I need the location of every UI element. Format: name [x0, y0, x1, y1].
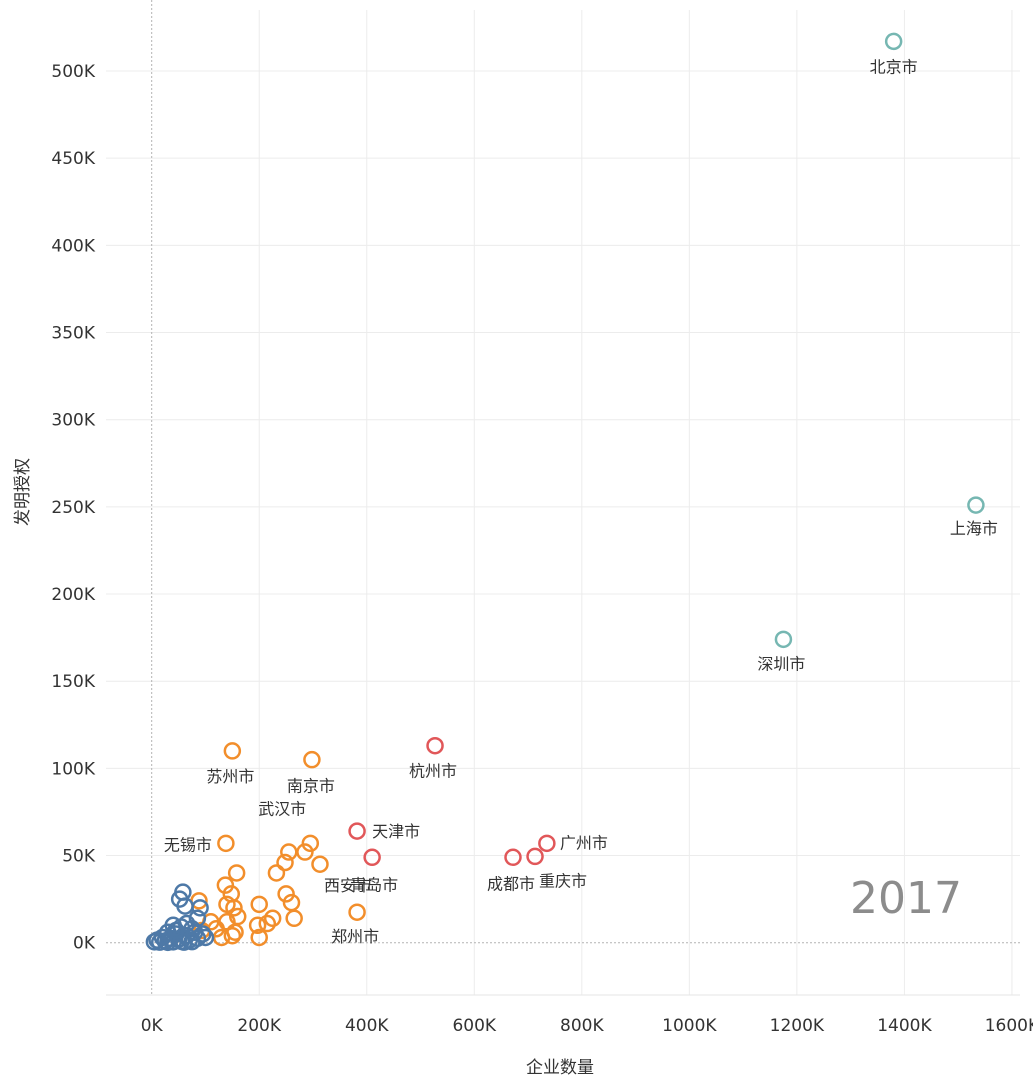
- y-tick-label: 400K: [51, 236, 95, 256]
- data-point[interactable]: [504, 848, 522, 867]
- point-label: 郑州市: [331, 927, 379, 946]
- data-point[interactable]: [151, 933, 169, 951]
- point-label: 杭州市: [409, 762, 457, 781]
- data-point[interactable]: [217, 834, 235, 853]
- point-label: 北京市: [870, 57, 918, 76]
- data-point[interactable]: [175, 933, 193, 951]
- point-label: 上海市: [950, 519, 998, 538]
- point-label: 天津市: [372, 822, 420, 841]
- data-point[interactable]: [145, 933, 164, 951]
- point-label: 重庆市: [539, 871, 587, 890]
- data-point[interactable]: [774, 630, 793, 649]
- x-tick-label: 400K: [345, 1016, 389, 1036]
- grid-lines: [106, 10, 1020, 996]
- y-axis-title: 发明授权: [13, 458, 33, 526]
- y-tick-label: 250K: [51, 498, 95, 518]
- point-label: 广州市: [560, 833, 608, 852]
- x-tick-label: 1200K: [770, 1016, 825, 1036]
- data-point[interactable]: [223, 742, 242, 760]
- y-axis: 0K 50K 100K 150K 200K 250K 300K 350K 400K 450K 500…: [51, 62, 95, 954]
- data-point[interactable]: [426, 736, 444, 755]
- data-point[interactable]: [296, 843, 314, 861]
- x-tick-label: 800K: [560, 1016, 604, 1036]
- data-point[interactable]: [248, 916, 267, 935]
- data-point[interactable]: [223, 926, 242, 945]
- x-tick-label: 600K: [452, 1016, 496, 1036]
- data-point[interactable]: [191, 899, 209, 917]
- data-point[interactable]: [196, 928, 215, 947]
- point-label: 青岛市: [350, 875, 398, 894]
- point-label: 苏州市: [206, 767, 254, 786]
- x-axis: 0K 200K 400K 600K 800K 1000K 1200K 1400K 1600K: [141, 1016, 1033, 1036]
- data-point[interactable]: [250, 928, 268, 947]
- y-tick-label: 500K: [51, 62, 95, 82]
- data-point[interactable]: [216, 876, 235, 894]
- x-axis-title: 企业数量: [526, 1058, 594, 1078]
- point-label: 成都市: [487, 874, 535, 893]
- data-point[interactable]: [258, 914, 277, 933]
- point-label: 西安市: [324, 876, 372, 895]
- x-tick-label: 1600K: [985, 1016, 1033, 1036]
- data-point[interactable]: [250, 895, 268, 914]
- point-label: 无锡市: [164, 835, 212, 854]
- point-label: 武汉市: [258, 799, 306, 818]
- y-tick-label: 0K: [73, 934, 96, 954]
- data-point[interactable]: [277, 885, 295, 903]
- x-tick-label: 0K: [141, 1016, 164, 1036]
- data-point[interactable]: [185, 923, 204, 941]
- data-point[interactable]: [884, 32, 903, 51]
- data-point[interactable]: [303, 750, 321, 769]
- data-point[interactable]: [538, 834, 556, 853]
- data-point[interactable]: [348, 822, 366, 840]
- y-tick-label: 450K: [51, 149, 95, 169]
- data-point[interactable]: [164, 933, 182, 951]
- zero-reference-lines: [106, 0, 1020, 995]
- y-tick-label: 150K: [51, 672, 95, 692]
- data-point[interactable]: [526, 847, 544, 866]
- y-tick-label: 50K: [62, 847, 96, 867]
- y-tick-label: 100K: [51, 759, 95, 779]
- data-point[interactable]: [263, 909, 282, 928]
- data-point[interactable]: [225, 899, 243, 917]
- data-point[interactable]: [301, 834, 320, 853]
- data-point[interactable]: [227, 864, 246, 882]
- data-point[interactable]: [311, 855, 329, 873]
- data-point[interactable]: [285, 909, 303, 928]
- x-tick-label: 1400K: [877, 1016, 932, 1036]
- y-tick-label: 200K: [51, 585, 95, 605]
- x-tick-label: 1000K: [662, 1016, 717, 1036]
- data-points: [145, 32, 985, 952]
- data-point[interactable]: [348, 903, 366, 921]
- data-point[interactable]: [967, 496, 985, 514]
- y-tick-label: 300K: [51, 411, 95, 431]
- data-point[interactable]: [276, 853, 294, 872]
- x-tick-label: 200K: [237, 1016, 281, 1036]
- point-label: 南京市: [287, 777, 335, 796]
- data-point[interactable]: [363, 848, 381, 867]
- y-tick-label: 350K: [51, 324, 95, 344]
- data-point[interactable]: [267, 864, 286, 882]
- year-label: 2017: [850, 873, 962, 924]
- point-label: 深圳市: [757, 654, 805, 673]
